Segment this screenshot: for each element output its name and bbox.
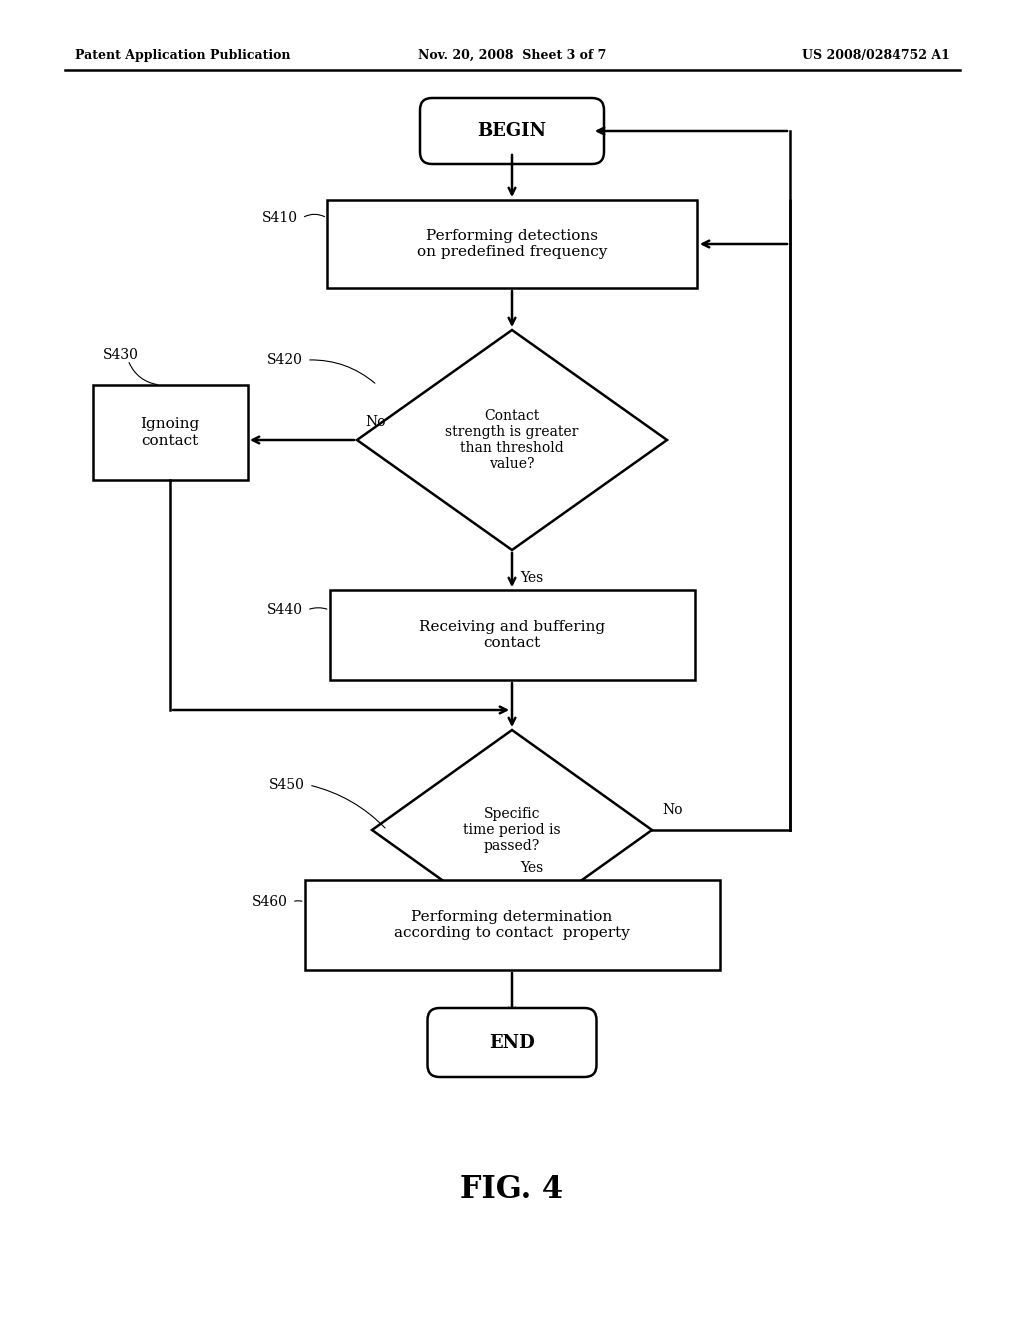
FancyBboxPatch shape	[420, 98, 604, 164]
Text: S410: S410	[262, 211, 298, 224]
Bar	[327, 201, 697, 288]
Text: No: No	[662, 803, 683, 817]
Text: S440: S440	[267, 603, 303, 616]
Bar	[304, 880, 720, 970]
Text: Performing determination
according to contact  property: Performing determination according to co…	[394, 909, 630, 940]
Text: Performing detections
on predefined frequency: Performing detections on predefined freq…	[417, 228, 607, 259]
Text: END: END	[489, 1034, 535, 1052]
Polygon shape	[357, 330, 667, 550]
Text: Yes: Yes	[520, 861, 544, 875]
Bar	[330, 590, 694, 680]
Text: S460: S460	[252, 895, 288, 909]
Polygon shape	[372, 730, 652, 931]
Text: S430: S430	[103, 348, 139, 362]
Text: Receiving and buffering
contact: Receiving and buffering contact	[419, 620, 605, 651]
Text: BEGIN: BEGIN	[477, 121, 547, 140]
Text: S450: S450	[269, 777, 305, 792]
Text: S420: S420	[267, 352, 303, 367]
Text: Nov. 20, 2008  Sheet 3 of 7: Nov. 20, 2008 Sheet 3 of 7	[418, 49, 606, 62]
Text: US 2008/0284752 A1: US 2008/0284752 A1	[802, 49, 950, 62]
Text: No: No	[365, 414, 385, 429]
Text: FIG. 4: FIG. 4	[461, 1175, 563, 1205]
Bar	[92, 385, 248, 480]
Text: Contact
strength is greater
than threshold
value?: Contact strength is greater than thresho…	[445, 409, 579, 471]
Text: Specific
time period is
passed?: Specific time period is passed?	[463, 807, 561, 853]
Text: Ignoing
contact: Ignoing contact	[140, 417, 200, 447]
Text: Yes: Yes	[520, 572, 544, 585]
Text: Patent Application Publication: Patent Application Publication	[75, 49, 291, 62]
FancyBboxPatch shape	[427, 1008, 597, 1077]
